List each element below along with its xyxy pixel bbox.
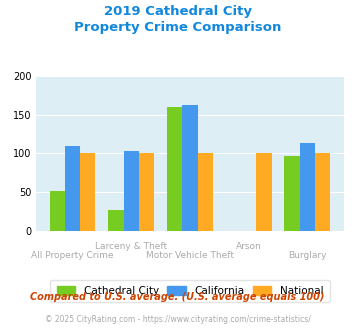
Bar	[65, 146, 80, 231]
Text: 2019 Cathedral City
Property Crime Comparison: 2019 Cathedral City Property Crime Compa…	[74, 5, 281, 34]
Bar	[198, 153, 213, 231]
Text: Larceny & Theft: Larceny & Theft	[95, 242, 167, 251]
Text: © 2025 CityRating.com - https://www.cityrating.com/crime-statistics/: © 2025 CityRating.com - https://www.city…	[45, 315, 310, 324]
Bar	[182, 105, 198, 231]
Text: All Property Crime: All Property Crime	[31, 251, 114, 260]
Bar	[315, 153, 330, 231]
Text: Arson: Arson	[236, 242, 262, 251]
Bar	[139, 153, 154, 231]
Text: Compared to U.S. average. (U.S. average equals 100): Compared to U.S. average. (U.S. average …	[30, 292, 325, 302]
Bar	[256, 153, 272, 231]
Bar	[124, 151, 139, 231]
Text: Burglary: Burglary	[288, 251, 327, 260]
Bar	[300, 143, 315, 231]
Text: Motor Vehicle Theft: Motor Vehicle Theft	[146, 251, 234, 260]
Bar	[167, 107, 182, 231]
Bar	[284, 156, 300, 231]
Bar	[80, 153, 95, 231]
Bar	[108, 210, 124, 231]
Legend: Cathedral City, California, National: Cathedral City, California, National	[50, 280, 329, 302]
Bar	[50, 191, 65, 231]
